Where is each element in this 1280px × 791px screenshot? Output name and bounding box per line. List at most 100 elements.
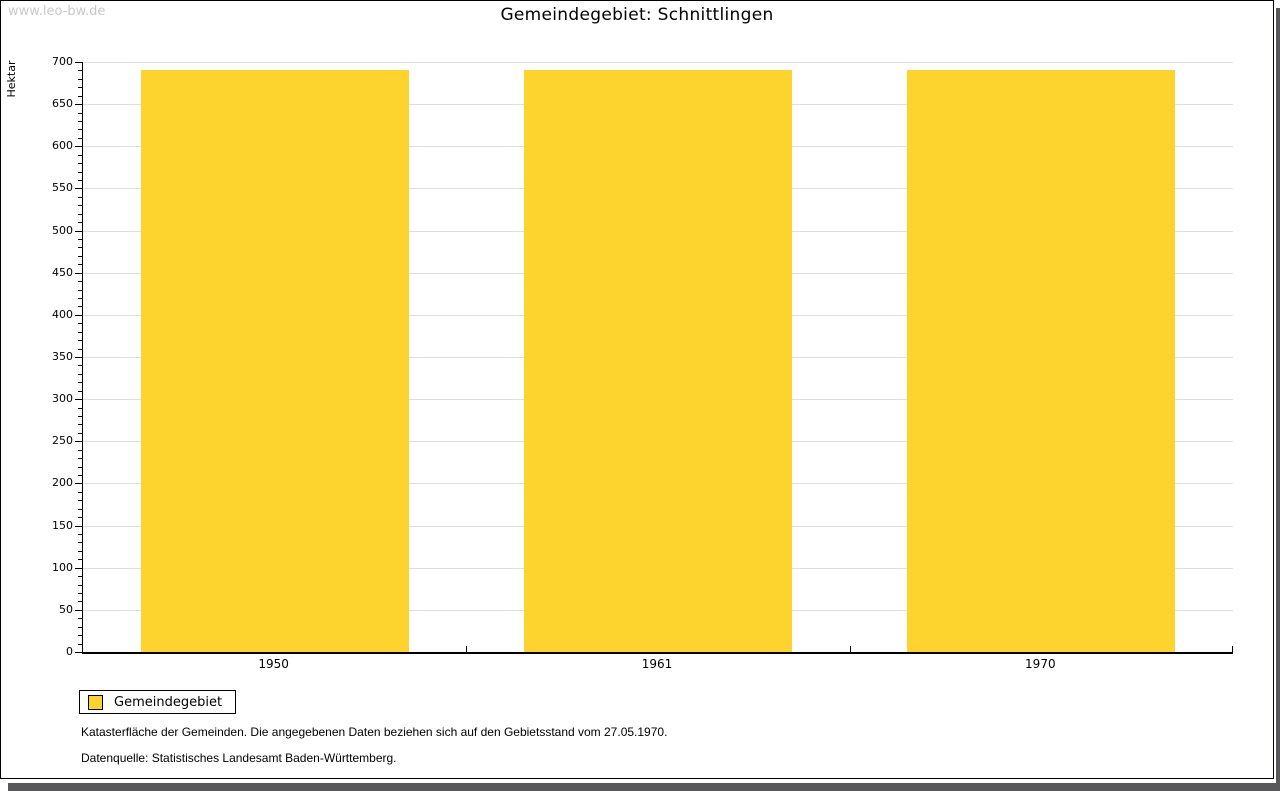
y-tick-label: 150 <box>52 518 73 532</box>
y-minor-tick <box>78 627 82 628</box>
footnote-data-source: Datenquelle: Statistisches Landesamt Bad… <box>81 751 397 765</box>
y-minor-tick <box>78 433 82 434</box>
y-minor-tick <box>78 551 82 552</box>
y-minor-tick <box>78 129 82 130</box>
frame-shadow-right <box>1276 8 1280 791</box>
y-minor-tick <box>78 290 82 291</box>
y-minor-tick <box>78 424 82 425</box>
y-minor-tick <box>78 298 82 299</box>
legend-swatch <box>88 694 103 710</box>
y-minor-tick <box>78 239 82 240</box>
y-major-tick <box>75 146 82 147</box>
y-major-tick <box>75 483 82 484</box>
bar-1950 <box>140 69 409 652</box>
y-minor-tick <box>78 138 82 139</box>
x-axis-tick <box>466 646 467 652</box>
y-major-tick <box>75 315 82 316</box>
y-minor-tick <box>78 197 82 198</box>
y-minor-tick <box>78 70 82 71</box>
x-axis-tick <box>850 646 851 652</box>
y-major-tick <box>75 188 82 189</box>
y-minor-tick <box>78 121 82 122</box>
legend: Gemeindegebiet <box>79 690 237 714</box>
gridline <box>83 62 1233 63</box>
y-major-tick <box>75 526 82 527</box>
y-minor-tick <box>78 601 82 602</box>
y-tick-label: 450 <box>52 265 73 279</box>
y-minor-tick <box>78 585 82 586</box>
y-minor-tick <box>78 214 82 215</box>
y-minor-tick <box>78 256 82 257</box>
footnote-source-note: Katasterfläche der Gemeinden. Die angege… <box>81 725 668 739</box>
y-minor-tick <box>78 96 82 97</box>
y-tick-label: 250 <box>52 434 73 448</box>
y-minor-tick <box>78 534 82 535</box>
y-minor-tick <box>78 467 82 468</box>
y-major-tick <box>75 62 82 63</box>
y-tick-label: 600 <box>52 139 73 153</box>
y-minor-tick <box>78 349 82 350</box>
legend-label: Gemeindegebiet <box>114 694 223 710</box>
y-tick-label: 550 <box>52 181 73 195</box>
y-major-tick <box>75 273 82 274</box>
y-major-tick <box>75 357 82 358</box>
y-minor-tick <box>78 517 82 518</box>
y-tick-label: 650 <box>52 97 73 111</box>
y-minor-tick <box>78 163 82 164</box>
y-minor-tick <box>78 79 82 80</box>
y-major-tick <box>75 104 82 105</box>
y-tick-label: 50 <box>59 602 73 616</box>
y-minor-tick <box>78 559 82 560</box>
y-minor-tick <box>78 458 82 459</box>
y-minor-tick <box>78 542 82 543</box>
y-minor-tick <box>78 492 82 493</box>
y-major-tick <box>75 399 82 400</box>
x-tick-label: 1970 <box>1025 657 1056 671</box>
bar-1961 <box>524 69 792 652</box>
y-tick-label: 700 <box>52 55 73 68</box>
y-minor-tick <box>78 618 82 619</box>
y-minor-tick <box>78 306 82 307</box>
y-minor-tick <box>78 264 82 265</box>
y-minor-tick <box>78 500 82 501</box>
y-tick-label: 200 <box>52 476 73 490</box>
x-tick-label: 1961 <box>641 657 673 671</box>
y-minor-tick <box>78 332 82 333</box>
plot-area <box>82 62 1233 654</box>
frame-shadow-bottom <box>8 783 1280 791</box>
y-minor-tick <box>78 323 82 324</box>
y-minor-tick <box>78 247 82 248</box>
y-minor-tick <box>78 281 82 282</box>
chart-title: Gemeindegebiet: Schnittlingen <box>500 5 774 25</box>
y-minor-tick <box>78 374 82 375</box>
y-minor-tick <box>78 509 82 510</box>
y-minor-tick <box>78 644 82 645</box>
y-tick-label: 300 <box>52 392 73 406</box>
x-axis-tick <box>1232 646 1233 652</box>
y-minor-tick <box>78 391 82 392</box>
y-minor-tick <box>78 475 82 476</box>
y-minor-tick <box>78 450 82 451</box>
y-minor-tick <box>78 382 82 383</box>
y-tick-label: 350 <box>52 350 73 363</box>
y-minor-tick <box>78 87 82 88</box>
y-minor-tick <box>78 155 82 156</box>
watermark: www.leo-bw.de <box>8 4 106 19</box>
y-major-tick <box>75 652 82 653</box>
y-minor-tick <box>78 416 82 417</box>
y-minor-tick <box>78 408 82 409</box>
y-tick-label: 400 <box>52 307 73 321</box>
y-major-tick <box>75 441 82 442</box>
y-minor-tick <box>78 113 82 114</box>
x-tick-label: 1950 <box>258 657 289 671</box>
y-minor-tick <box>78 172 82 173</box>
y-minor-tick <box>78 205 82 206</box>
y-minor-tick <box>78 635 82 636</box>
y-major-tick <box>75 231 82 232</box>
y-tick-label: 0 <box>66 645 73 658</box>
y-tick-label: 100 <box>52 560 73 574</box>
y-minor-tick <box>78 340 82 341</box>
y-major-tick <box>75 568 82 569</box>
y-minor-tick <box>78 222 82 223</box>
